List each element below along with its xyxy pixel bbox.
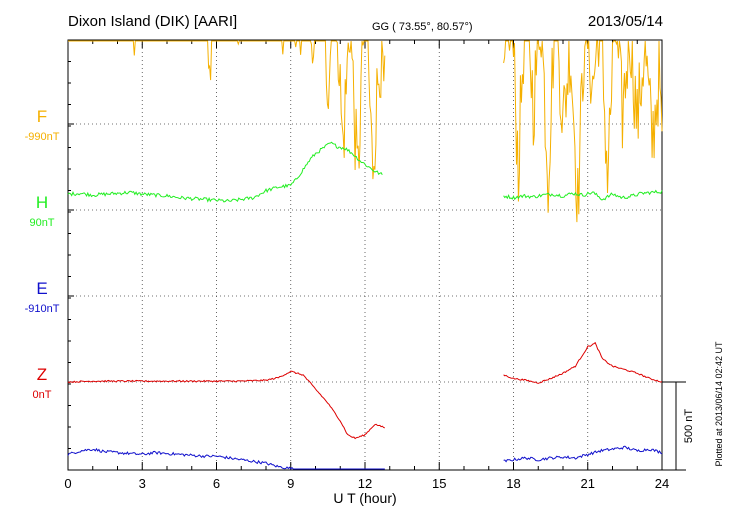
series-path bbox=[503, 189, 663, 201]
x-tick-label: 3 bbox=[139, 476, 146, 491]
series-path bbox=[503, 445, 663, 463]
series-path bbox=[68, 40, 386, 180]
series-baseline-z: 0nT bbox=[33, 389, 52, 401]
series-trace-f bbox=[68, 40, 663, 223]
scale-bar: 500 nT bbox=[662, 381, 695, 471]
series-trace-e bbox=[67, 445, 663, 470]
series-path bbox=[67, 370, 385, 440]
series-path bbox=[503, 40, 663, 223]
series-name-f: F bbox=[37, 107, 47, 126]
station-coordinates: GG ( 73.55°, 80.57°) bbox=[372, 21, 473, 33]
series-name-z: Z bbox=[37, 365, 47, 384]
scale-bar-label: 500 nT bbox=[683, 409, 695, 444]
x-tick-labels: 0 3 6 9 12 15 18 21 24 bbox=[64, 476, 669, 491]
series-baseline-f: -990nT bbox=[25, 131, 60, 143]
station-title: Dixon Island (DIK) [AARI] bbox=[68, 13, 237, 30]
plotted-timestamp: Plotted at 2013/06/14 02:42 UT bbox=[714, 341, 724, 467]
series-trace-h bbox=[67, 141, 663, 203]
x-tick-label: 0 bbox=[64, 476, 71, 491]
x-axis-label: U T (hour) bbox=[333, 490, 396, 506]
x-tick-label: 6 bbox=[213, 476, 220, 491]
series-path bbox=[67, 141, 383, 203]
series-baseline-e: -910nT bbox=[25, 303, 60, 315]
x-tick-label: 24 bbox=[655, 476, 669, 491]
series-labels: F -990nT H 90nT E -910nT Z 0nT bbox=[25, 107, 60, 401]
plot-date: 2013/05/14 bbox=[588, 13, 663, 30]
x-tick-label: 18 bbox=[506, 476, 520, 491]
axis-ticks bbox=[67, 40, 663, 470]
series-path bbox=[503, 341, 663, 384]
series-traces bbox=[67, 40, 663, 470]
series-name-e: E bbox=[36, 279, 47, 298]
grid-lines bbox=[68, 40, 662, 470]
series-baseline-h: 90nT bbox=[29, 217, 54, 229]
series-trace-z bbox=[67, 341, 663, 440]
x-tick-label: 9 bbox=[287, 476, 294, 491]
series-name-h: H bbox=[36, 193, 48, 212]
x-tick-label: 15 bbox=[432, 476, 446, 491]
series-path bbox=[67, 447, 385, 470]
x-tick-label: 12 bbox=[358, 476, 372, 491]
x-tick-label: 21 bbox=[581, 476, 595, 491]
